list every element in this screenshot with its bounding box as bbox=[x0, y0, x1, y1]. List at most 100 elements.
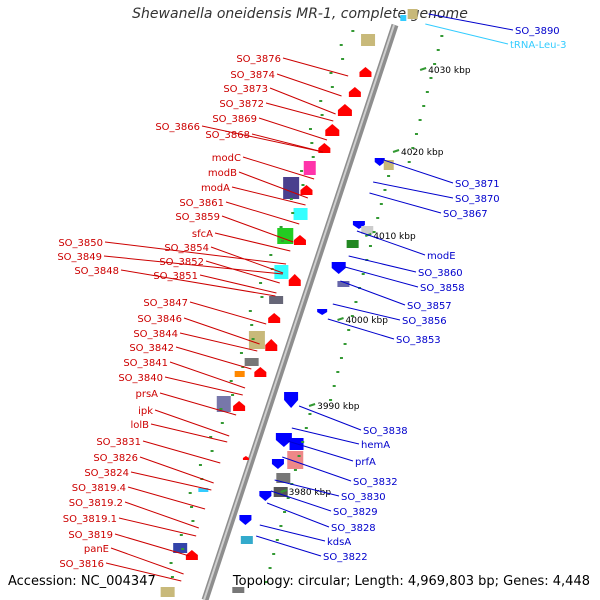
tick-mark bbox=[293, 469, 297, 471]
tick-mark bbox=[329, 72, 333, 74]
gene-feature-16 bbox=[248, 331, 265, 349]
gene-feature-26 bbox=[185, 550, 198, 560]
left-label-leader bbox=[124, 501, 199, 529]
left-label-leader bbox=[238, 171, 309, 199]
kbp-tick-mark bbox=[337, 317, 344, 321]
left-gene-label: SO_3866 bbox=[155, 122, 200, 133]
left-label-leader bbox=[103, 255, 283, 275]
tick-mark bbox=[407, 161, 411, 163]
gene-feature-19 bbox=[254, 367, 267, 377]
left-label-leader bbox=[104, 241, 287, 265]
tick-mark bbox=[301, 184, 305, 186]
tick-mark bbox=[339, 357, 343, 359]
right-label-leader bbox=[425, 23, 509, 45]
left-label-leader bbox=[139, 456, 214, 484]
gene-feature-28 bbox=[407, 9, 418, 19]
kbp-tick-mark bbox=[419, 67, 427, 71]
kbp-tick-label: 4020 kbp bbox=[401, 148, 444, 158]
left-gene-label: SO_3847 bbox=[143, 298, 188, 309]
left-label-leader bbox=[118, 517, 197, 537]
gene-feature-46 bbox=[239, 515, 252, 525]
right-label-leader bbox=[380, 158, 454, 184]
tick-mark bbox=[368, 245, 372, 247]
gene-feature-43 bbox=[276, 473, 291, 483]
left-gene-label: SO_3819 bbox=[68, 530, 113, 541]
tick-mark bbox=[220, 422, 224, 424]
gene-feature-17 bbox=[265, 339, 278, 351]
tick-mark bbox=[372, 231, 376, 233]
tick-mark bbox=[191, 520, 195, 522]
tick-mark bbox=[379, 203, 383, 205]
left-label-leader bbox=[110, 547, 184, 575]
tick-mark bbox=[310, 142, 314, 144]
left-gene-label: lolB bbox=[130, 420, 149, 431]
left-gene-label: SO_3850 bbox=[58, 238, 103, 249]
gene-feature-31 bbox=[383, 160, 394, 170]
tick-mark bbox=[350, 315, 354, 317]
left-gene-label: SO_3849 bbox=[57, 252, 102, 263]
left-gene-label: SO_3819.1 bbox=[63, 514, 117, 525]
tick-mark bbox=[297, 455, 301, 457]
left-gene-labels: SO_3876 SO_3874 SO_3873 SO_3872 SO_3869 SO_38… bbox=[57, 54, 349, 582]
left-label-leader bbox=[276, 73, 342, 97]
left-label-leader bbox=[169, 361, 246, 389]
gene-feature-14 bbox=[269, 296, 284, 304]
left-label-leader bbox=[120, 269, 276, 297]
gene-feature-18 bbox=[244, 358, 259, 366]
left-gene-label: SO_3844 bbox=[133, 329, 178, 340]
tick-mark bbox=[319, 100, 323, 102]
right-gene-label: tRNA-Leu-3 bbox=[510, 40, 566, 51]
tick-mark bbox=[264, 581, 268, 583]
tick-mark bbox=[275, 539, 279, 541]
tick-mark bbox=[301, 441, 305, 443]
tick-mark bbox=[283, 511, 287, 513]
right-label-leader bbox=[356, 230, 426, 256]
left-gene-label: SO_3851 bbox=[153, 271, 198, 282]
right-label-leader bbox=[287, 440, 354, 462]
tick-mark bbox=[250, 324, 254, 326]
tick-mark bbox=[219, 408, 223, 410]
left-gene-label: SO_3819.2 bbox=[69, 498, 123, 509]
gene-feature-11 bbox=[293, 235, 306, 245]
tick-mark bbox=[198, 464, 202, 466]
left-gene-label: SO_3846 bbox=[137, 314, 182, 325]
tick-mark bbox=[440, 35, 444, 37]
tick-mark bbox=[354, 301, 358, 303]
gene-feature-36 bbox=[337, 281, 350, 287]
tick-mark bbox=[339, 44, 343, 46]
kbp-tick-mark bbox=[308, 403, 316, 407]
right-gene-labels: SO_3890 tRNA-Leu-3 SO_3871 SO_3870 SO_3867mo… bbox=[256, 13, 566, 563]
right-gene-label: SO_3829 bbox=[333, 507, 378, 518]
gene-feature-9 bbox=[293, 208, 308, 220]
left-label-leader bbox=[199, 274, 277, 294]
right-gene-label: prfA bbox=[355, 457, 376, 468]
tick-mark bbox=[229, 380, 233, 382]
left-label-leader bbox=[265, 102, 334, 122]
gene-feature-39 bbox=[275, 433, 292, 447]
tick-mark bbox=[329, 399, 333, 401]
kbp-tick-mark bbox=[392, 149, 400, 153]
right-label-leader bbox=[348, 255, 417, 273]
gene-feature-3 bbox=[337, 104, 352, 116]
tick-mark bbox=[289, 198, 293, 200]
tick-mark bbox=[418, 119, 422, 121]
right-label-leader bbox=[369, 192, 442, 214]
gene-feature-13 bbox=[288, 274, 301, 286]
accession-text: Accession: NC_004347 bbox=[8, 574, 156, 589]
gene-feature-7 bbox=[283, 177, 300, 199]
right-label-leader bbox=[282, 456, 352, 482]
tick-mark bbox=[433, 63, 437, 65]
tick-mark bbox=[308, 128, 312, 130]
left-gene-label: SO_3852 bbox=[159, 257, 204, 268]
right-label-leader bbox=[256, 535, 322, 557]
left-gene-label: SO_3874 bbox=[230, 70, 275, 81]
left-gene-label: SO_3861 bbox=[179, 198, 224, 209]
left-label-leader bbox=[164, 376, 243, 396]
left-gene-label: sfcA bbox=[192, 229, 213, 240]
left-label-leader bbox=[130, 471, 212, 491]
left-gene-label: SO_3831 bbox=[96, 437, 141, 448]
tick-mark bbox=[311, 156, 315, 158]
right-gene-label: SO_3858 bbox=[420, 283, 465, 294]
right-gene-label: SO_3857 bbox=[407, 301, 452, 312]
